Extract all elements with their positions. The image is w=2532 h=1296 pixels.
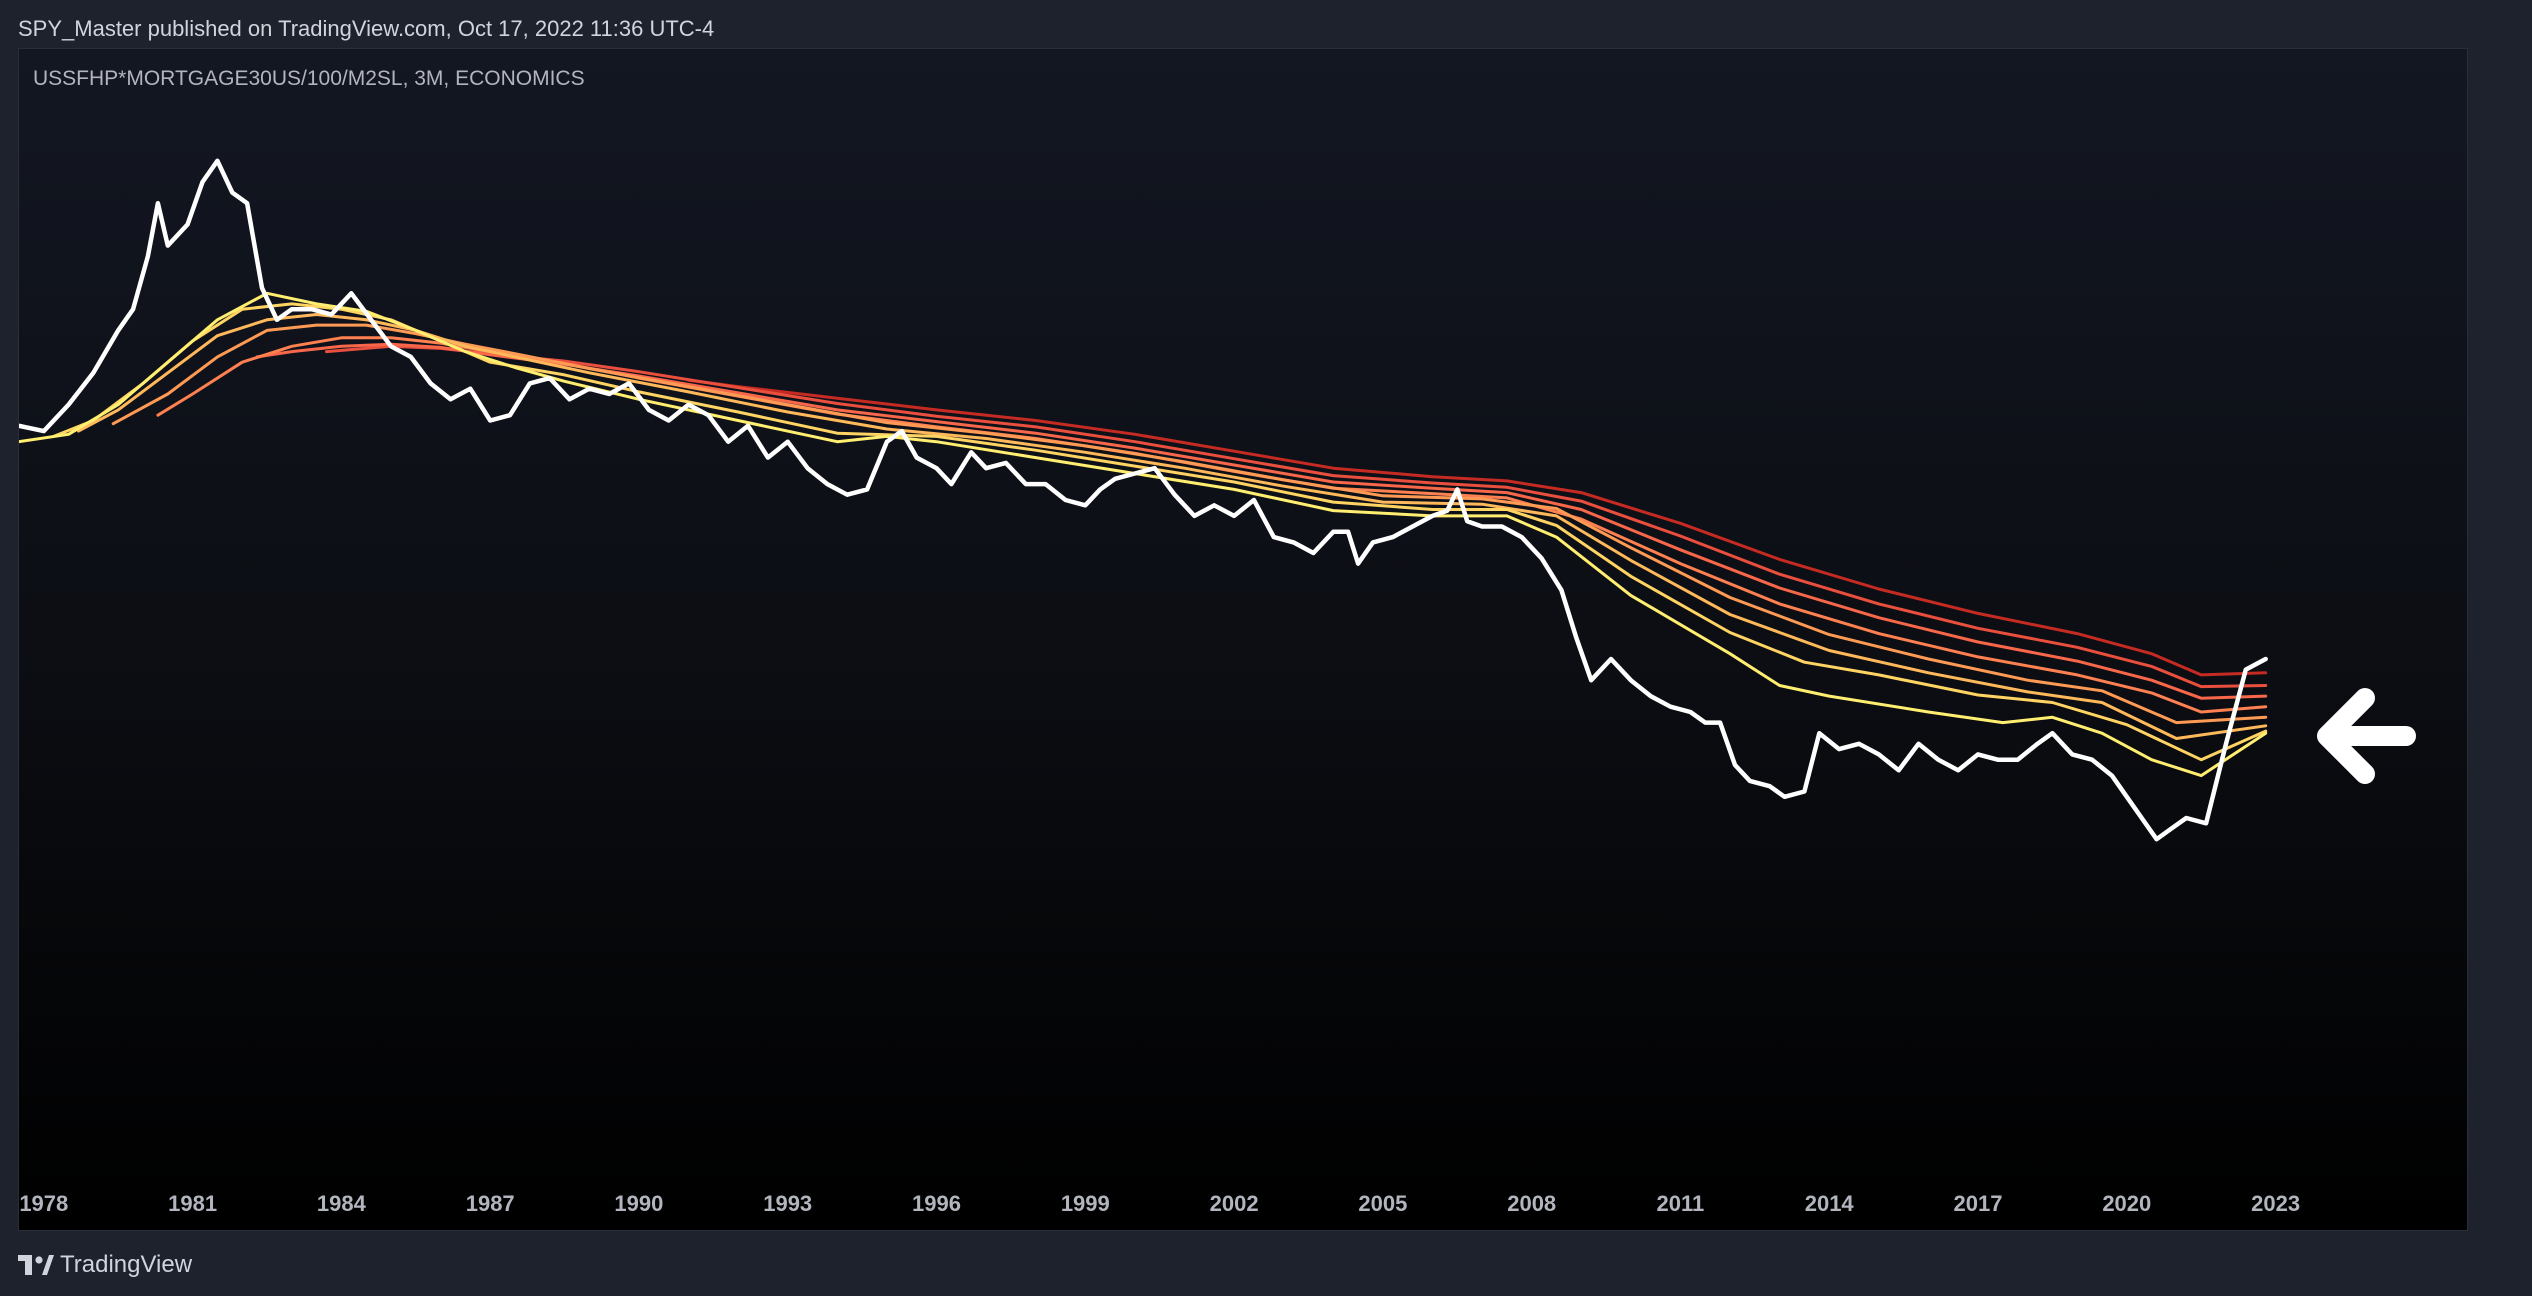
x-tick-label: 2011 <box>1657 1191 1705 1216</box>
series-line-3 <box>77 313 2268 740</box>
series-line-7 <box>325 344 2268 689</box>
series-line-8 <box>687 378 2268 677</box>
x-tick-label: 1987 <box>466 1191 515 1216</box>
series-line-1 <box>19 291 2268 778</box>
line-chart[interactable]: 1978 1981 1984 1987 1990 1993 1996 1999 2002 2005… <box>19 49 2468 1231</box>
series-line-0 <box>19 158 2268 842</box>
x-tick-label: 2008 <box>1507 1191 1556 1216</box>
brand-name: TradingView <box>60 1251 193 1278</box>
arrow-left-icon <box>2317 688 2416 784</box>
x-tick-label: 2017 <box>1954 1191 2003 1216</box>
footer[interactable]: TradingView <box>18 1251 192 1279</box>
x-tick-label: 1993 <box>763 1191 812 1216</box>
x-axis-ticks: 1978 1981 1984 1987 1990 1993 1996 1999 2002 2005… <box>19 1191 2300 1216</box>
publish-info: SPY_Master published on TradingView.com,… <box>18 16 715 41</box>
x-tick-label: 1999 <box>1061 1191 1110 1216</box>
x-tick-label: 2002 <box>1210 1191 1259 1216</box>
series-layer <box>19 158 2268 842</box>
x-tick-label: 2023 <box>2251 1191 2300 1216</box>
symbol-title: USSFHP*MORTGAGE30US/100/M2SL, 3M, ECONOM… <box>33 67 585 90</box>
x-tick-label: 1981 <box>168 1191 217 1216</box>
series-line-2 <box>52 302 2268 762</box>
x-tick-label: 2020 <box>2102 1191 2151 1216</box>
x-tick-label: 1978 <box>19 1191 68 1216</box>
x-tick-label: 1990 <box>614 1191 663 1216</box>
x-tick-label: 1996 <box>912 1191 961 1216</box>
chart-panel[interactable]: 1978 1981 1984 1987 1990 1993 1996 1999 2002 2005… <box>18 48 2468 1231</box>
series-line-6 <box>255 342 2268 700</box>
x-tick-label: 1984 <box>317 1191 367 1216</box>
series-line-4 <box>111 323 2268 725</box>
x-tick-label: 2014 <box>1805 1191 1855 1216</box>
tradingview-logo-icon <box>18 1255 54 1275</box>
x-tick-label: 2005 <box>1358 1191 1407 1216</box>
